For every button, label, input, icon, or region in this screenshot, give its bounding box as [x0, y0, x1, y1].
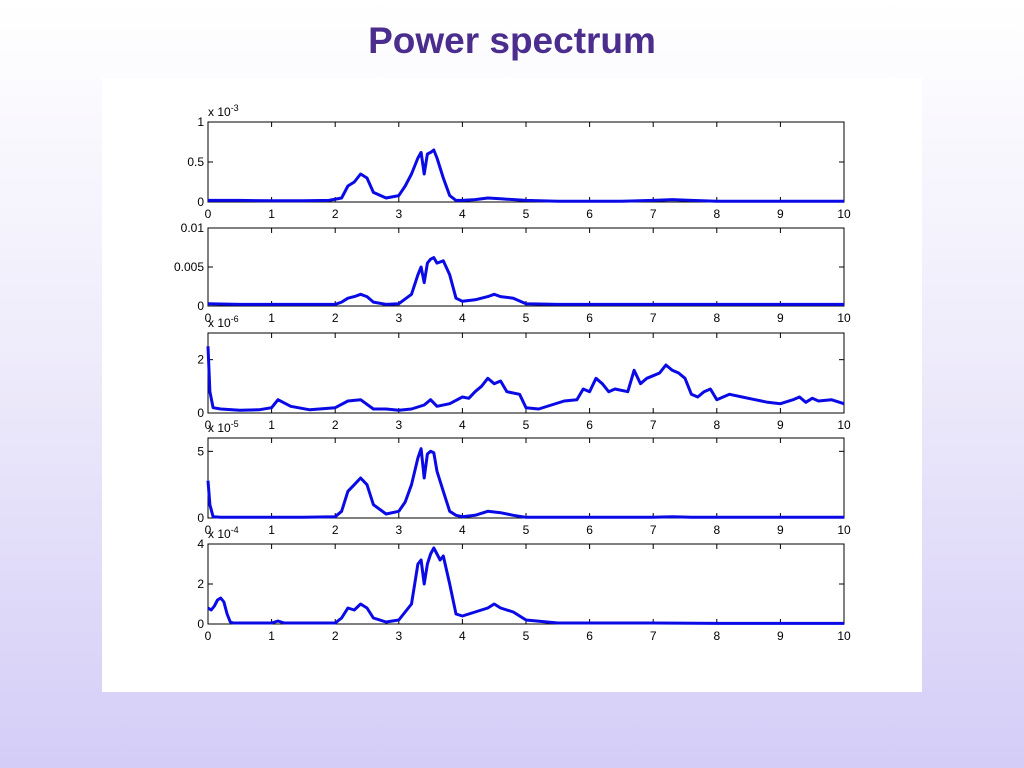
axes-box-5	[207, 543, 845, 625]
x-tick-label: 2	[332, 311, 339, 325]
x-tick-label: 3	[395, 207, 402, 221]
y-tick-label: 0.5	[187, 155, 204, 169]
x-tick-label: 5	[523, 207, 530, 221]
x-tick-label: 1	[268, 207, 275, 221]
axes-box-2	[207, 227, 845, 307]
x-tick-label: 10	[837, 629, 851, 643]
x-tick-label: 9	[777, 311, 784, 325]
x-tick-label: 0	[205, 207, 212, 221]
y-tick-label: 0	[197, 406, 204, 420]
x-tick-label: 5	[523, 311, 530, 325]
x-tick-label: 9	[777, 629, 784, 643]
x-tick-label: 6	[586, 418, 593, 432]
x-tick-label: 4	[459, 418, 466, 432]
spectrum-line-1	[208, 148, 844, 203]
x-tick-label: 7	[650, 418, 657, 432]
x-tick-label: 0	[205, 523, 212, 537]
slide-title: Power spectrum	[368, 20, 656, 61]
x-tick-label: 8	[713, 418, 720, 432]
y-tick-label: 4	[197, 537, 204, 551]
x-tick-label: 8	[713, 207, 720, 221]
y-tick-label: 0	[197, 195, 204, 209]
exponent-label: x 10-6	[208, 314, 239, 330]
spectrum-line-4	[206, 447, 844, 519]
x-tick-label: 0	[205, 418, 212, 432]
x-tick-label: 2	[332, 207, 339, 221]
x-tick-label: 8	[713, 629, 720, 643]
x-tick-label: 5	[523, 418, 530, 432]
x-tick-label: 4	[459, 207, 466, 221]
x-tick-label: 2	[332, 523, 339, 537]
axes-box-4	[207, 437, 845, 519]
x-tick-label: 6	[586, 629, 593, 643]
x-tick-label: 4	[459, 629, 466, 643]
spectrum-line-5	[207, 546, 844, 625]
y-tick-label: 1	[197, 115, 204, 129]
x-tick-label: 2	[332, 418, 339, 432]
x-tick-label: 3	[395, 311, 402, 325]
x-tick-label: 3	[395, 418, 402, 432]
x-tick-label: 10	[837, 523, 851, 537]
x-tick-label: 7	[650, 311, 657, 325]
x-tick-label: 7	[650, 207, 657, 221]
x-tick-label: 3	[395, 629, 402, 643]
x-tick-label: 1	[268, 629, 275, 643]
x-tick-label: 10	[837, 207, 851, 221]
x-tick-label: 1	[268, 523, 275, 537]
y-tick-label: 0.01	[181, 221, 205, 235]
x-tick-label: 0	[205, 311, 212, 325]
y-tick-label: 5	[197, 444, 204, 458]
x-tick-label: 8	[713, 523, 720, 537]
x-tick-label: 4	[459, 311, 466, 325]
x-tick-label: 5	[523, 523, 530, 537]
exponent-label: x 10-4	[208, 525, 239, 541]
x-tick-label: 6	[586, 523, 593, 537]
x-tick-label: 8	[713, 311, 720, 325]
y-tick-label: 0	[197, 617, 204, 631]
x-tick-label: 2	[332, 629, 339, 643]
x-tick-label: 4	[459, 523, 466, 537]
x-tick-label: 1	[268, 311, 275, 325]
x-tick-label: 10	[837, 311, 851, 325]
x-tick-label: 10	[837, 418, 851, 432]
y-tick-label: 2	[197, 353, 204, 367]
y-tick-label: 2	[197, 577, 204, 591]
figure-panel: 0 1 2 3 4 5 6 7 8 9 10 0 0.5 1 x 10-3 0 1 2 3 4 5 6 7 8 9 10 0 0.00…	[102, 78, 922, 692]
x-tick-label: 9	[777, 207, 784, 221]
exponent-label: x 10-3	[208, 103, 239, 119]
x-tick-label: 5	[523, 629, 530, 643]
x-tick-label: 7	[650, 629, 657, 643]
x-tick-label: 1	[268, 418, 275, 432]
y-tick-label: 0.005	[174, 260, 204, 274]
spectrum-line-2	[207, 256, 844, 306]
y-tick-label: 0	[197, 299, 204, 313]
spectrum-line-3	[206, 346, 845, 412]
x-tick-label: 3	[395, 523, 402, 537]
exponent-label: x 10-5	[208, 419, 239, 435]
axes-box-3	[207, 332, 845, 414]
axes-box-1	[207, 121, 845, 203]
x-tick-label: 9	[777, 523, 784, 537]
x-tick-label: 7	[650, 523, 657, 537]
x-tick-label: 6	[586, 207, 593, 221]
x-tick-label: 6	[586, 311, 593, 325]
y-tick-label: 0	[197, 511, 204, 525]
x-tick-label: 0	[205, 629, 212, 643]
x-tick-label: 9	[777, 418, 784, 432]
